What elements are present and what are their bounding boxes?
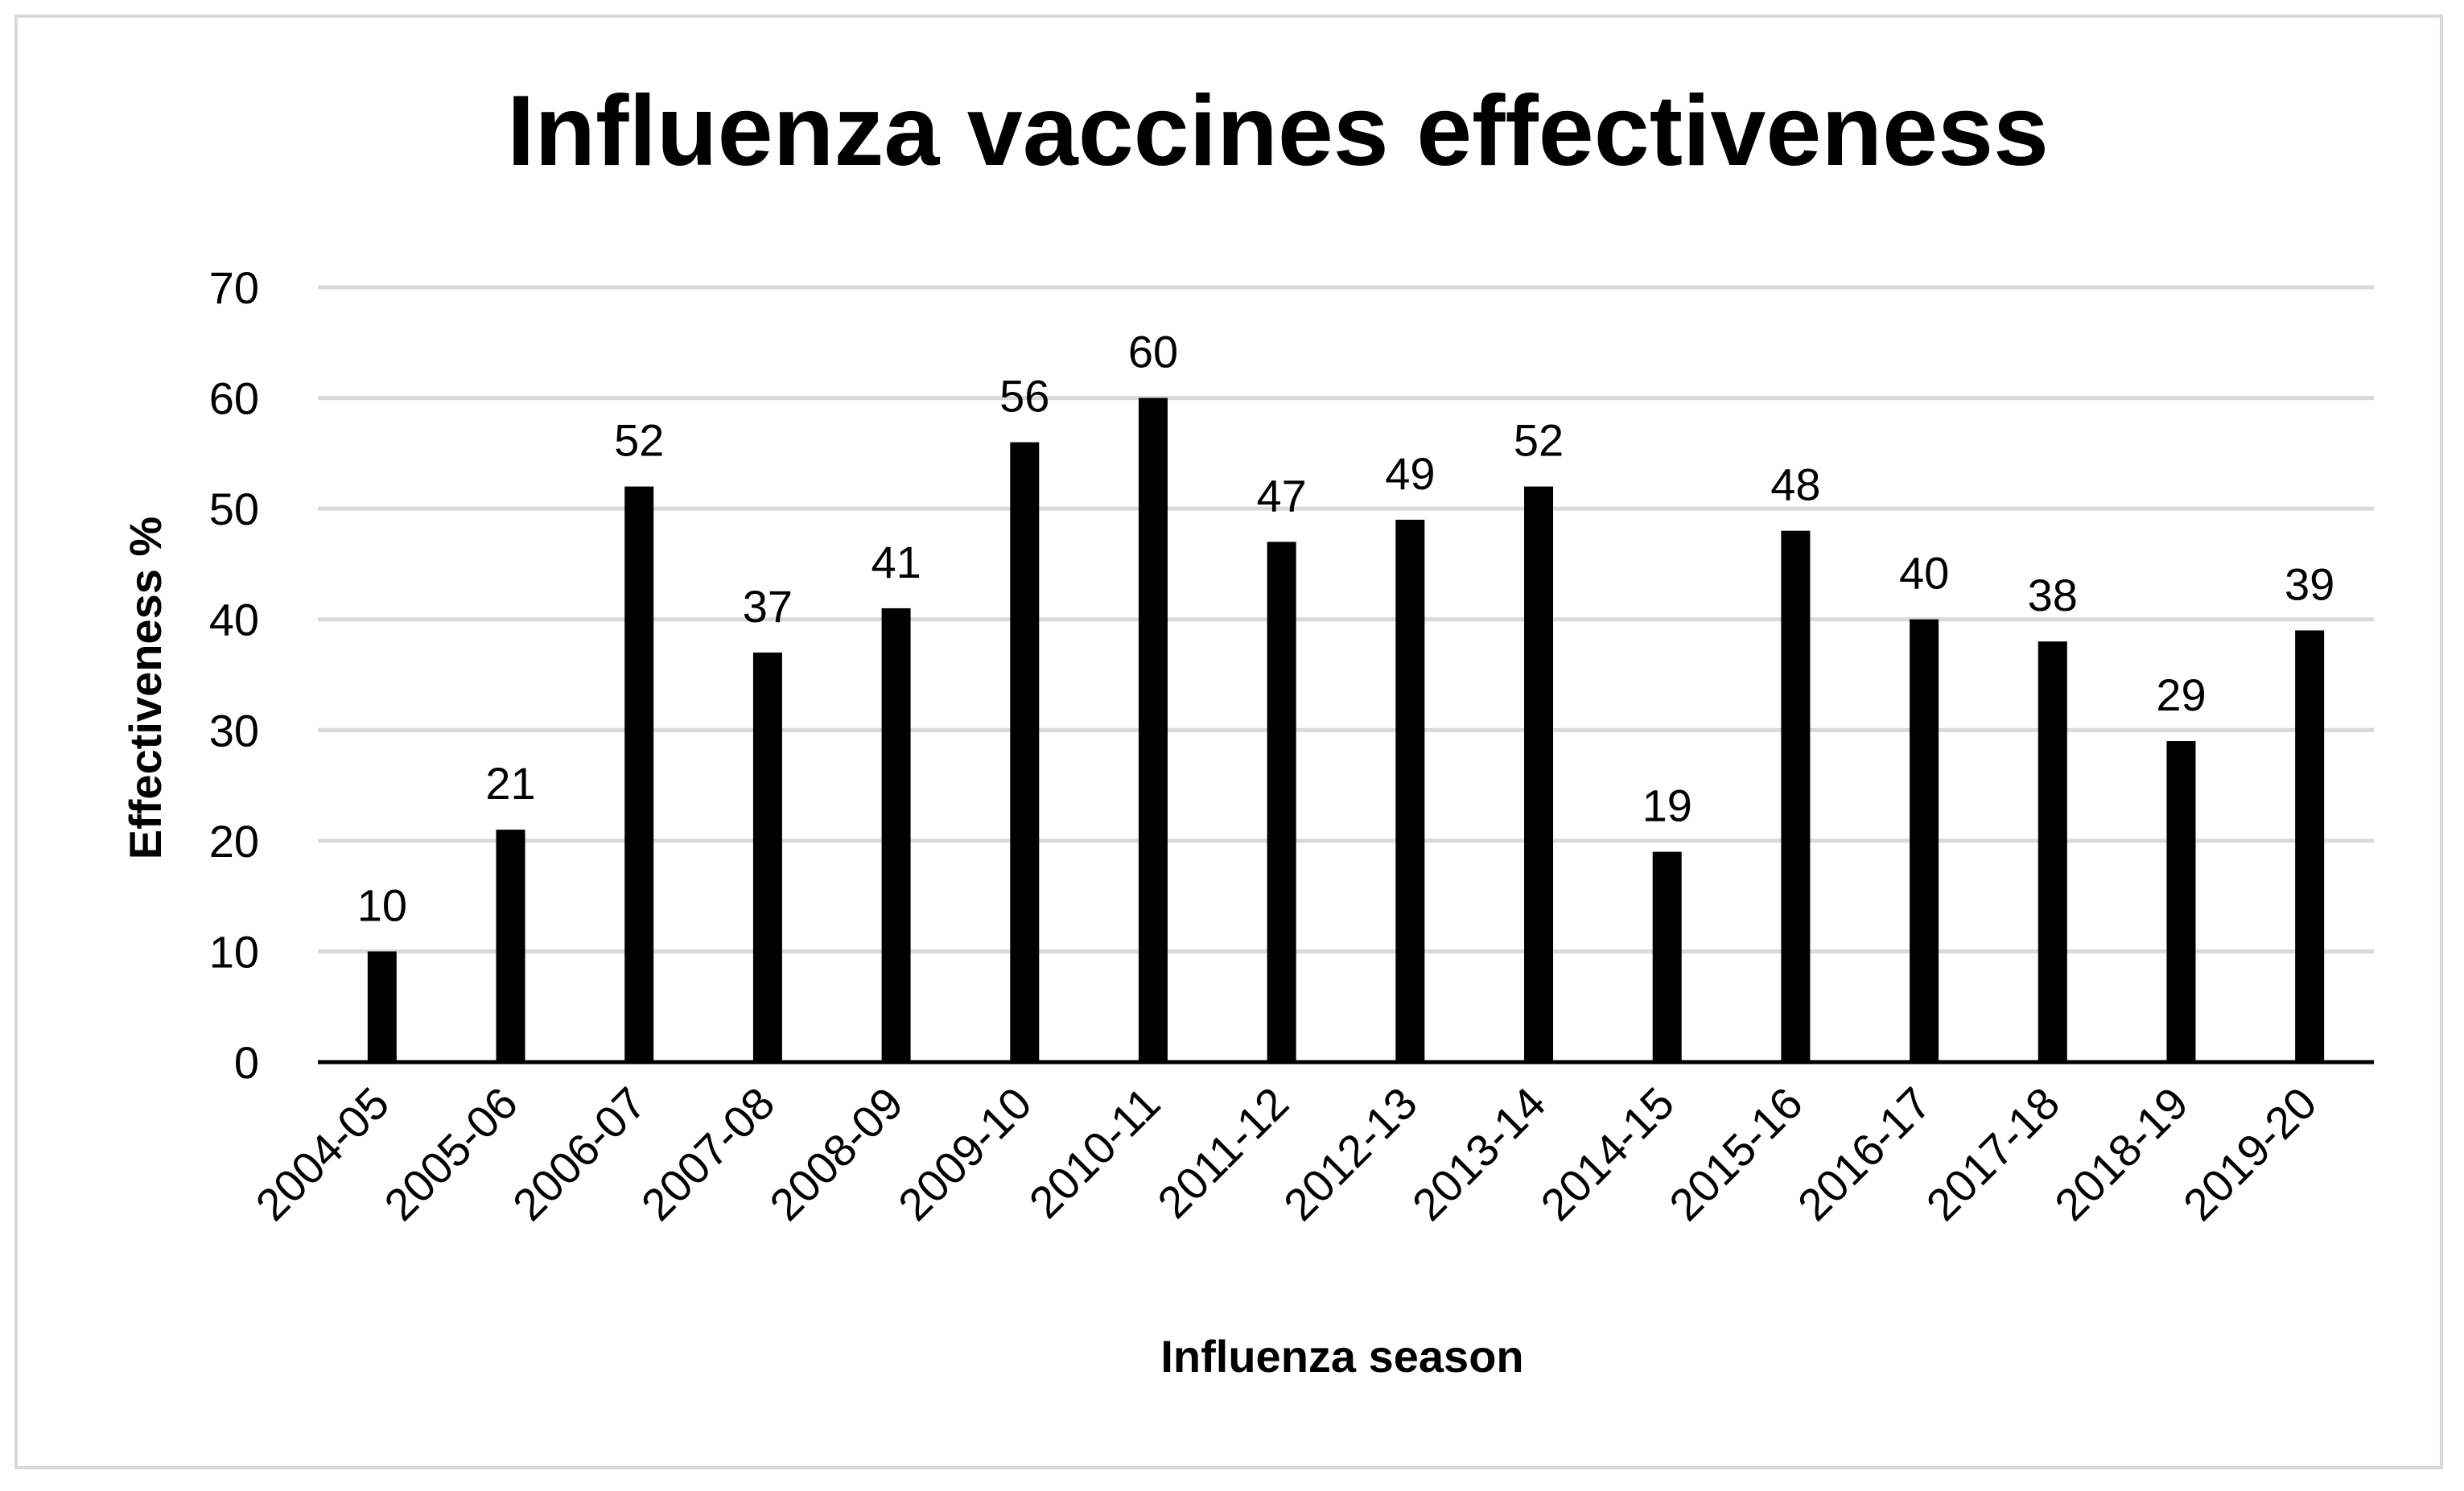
x-tick-label: 2008-09: [760, 1077, 913, 1230]
bar: [367, 951, 397, 1062]
x-tick-label: 2014-15: [1531, 1077, 1683, 1230]
y-axis-title: Effectiveness %: [120, 517, 171, 859]
y-tick-label: 50: [209, 484, 259, 534]
y-tick-label: 0: [234, 1037, 259, 1088]
x-tick-label: 2017-18: [1916, 1077, 2069, 1230]
x-tick-label: 2015-16: [1659, 1077, 1812, 1230]
data-label: 10: [357, 879, 407, 930]
bar: [1781, 530, 1811, 1062]
bar: [2038, 641, 2067, 1062]
bar: [1910, 619, 1939, 1062]
data-label: 49: [1385, 448, 1435, 499]
bar: [881, 608, 911, 1062]
x-tick-label: 2007-08: [632, 1077, 785, 1230]
y-tick-label: 10: [209, 926, 259, 977]
y-tick-label: 40: [209, 595, 259, 645]
bar: [2295, 630, 2325, 1062]
x-tick-label: 2011-12: [1148, 1077, 1298, 1228]
data-label: 48: [1770, 459, 1820, 510]
x-tick-label: 2006-07: [503, 1077, 656, 1230]
bar: [624, 486, 654, 1062]
bar: [752, 652, 782, 1062]
bar: [2166, 741, 2196, 1062]
bar: [1524, 486, 1554, 1062]
bars: [367, 397, 2325, 1063]
x-tick-label: 2009-10: [888, 1077, 1041, 1230]
x-tick-label: 2005-06: [374, 1077, 527, 1230]
x-tick-label: 2010-11: [1020, 1077, 1170, 1228]
bar: [1652, 851, 1682, 1062]
data-label: 38: [2028, 570, 2078, 620]
data-labels: 10 21 52 37 41 56 60 47 49 52 19 48 40 38 29 39: [357, 327, 2335, 931]
x-tick-label: 2012-13: [1274, 1077, 1427, 1230]
x-axis-ticks: 2004-052005-062006-072007-082008-092009-…: [245, 1077, 2326, 1230]
data-label: 19: [1642, 781, 1692, 831]
data-label: 41: [871, 537, 921, 587]
y-tick-label: 20: [209, 816, 259, 867]
data-label: 40: [1899, 548, 1949, 599]
x-axis-title: Influenza season: [1160, 1331, 1523, 1382]
data-label: 60: [1128, 327, 1178, 377]
data-label: 39: [2285, 558, 2334, 609]
gridlines: [318, 285, 2374, 953]
data-label: 37: [743, 581, 793, 632]
data-label: 56: [999, 371, 1049, 422]
data-label: 52: [1514, 415, 1564, 466]
bar: [1267, 542, 1296, 1062]
bar: [1395, 519, 1425, 1062]
data-label: 21: [485, 758, 535, 809]
bar: [1138, 397, 1168, 1063]
y-axis-ticks: 0 10 20 30 40 50 60 70: [209, 262, 259, 1088]
bar: [496, 830, 525, 1062]
y-tick-label: 30: [209, 705, 259, 756]
data-label: 29: [2156, 669, 2206, 720]
x-tick-label: 2018-19: [2045, 1077, 2198, 1230]
chart-title: Influenza vaccines effectiveness: [507, 76, 2049, 187]
x-tick-label: 2019-20: [2174, 1077, 2326, 1230]
x-tick-label: 2013-14: [1403, 1077, 1555, 1230]
data-label: 52: [614, 415, 664, 466]
x-tick-label: 2016-17: [1788, 1077, 1941, 1230]
data-label: 47: [1257, 470, 1307, 521]
y-tick-label: 60: [209, 373, 259, 424]
bar: [1010, 442, 1040, 1062]
y-tick-label: 70: [209, 262, 259, 313]
x-tick-label: 2004-05: [245, 1077, 398, 1230]
